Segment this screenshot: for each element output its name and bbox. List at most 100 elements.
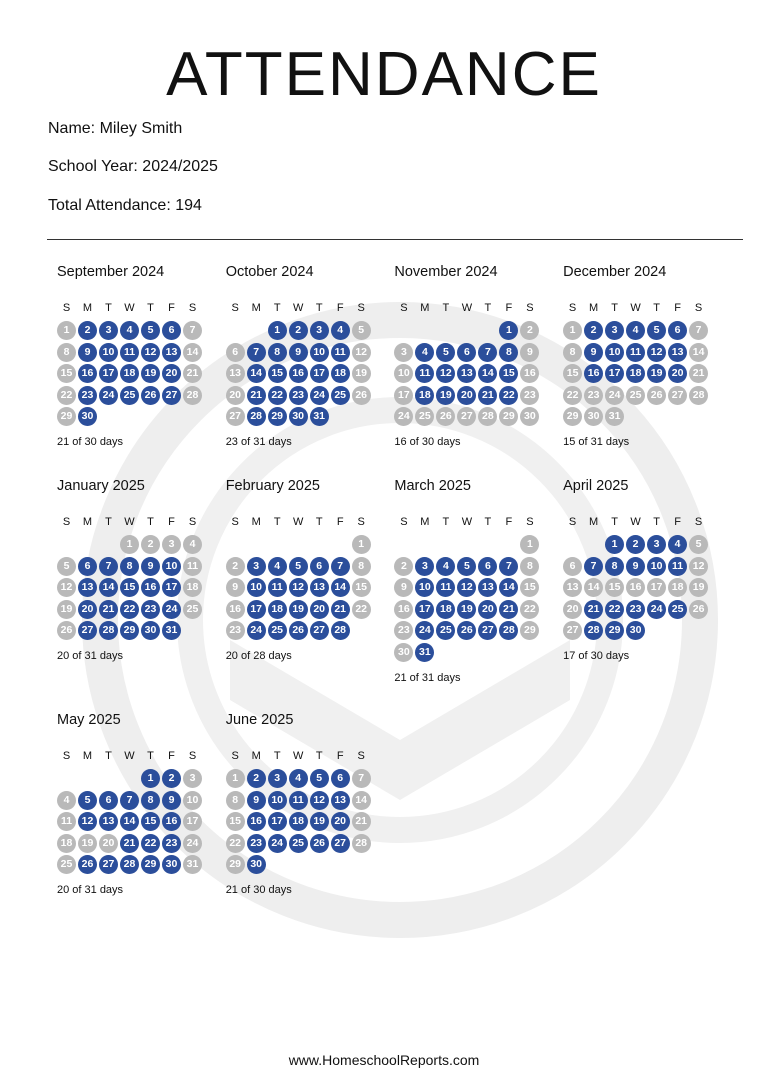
day: 3 <box>246 556 266 576</box>
day: 19 <box>288 599 308 619</box>
day: 14 <box>330 578 350 597</box>
weekday: S <box>568 302 577 314</box>
day: 4 <box>436 556 456 576</box>
day: 25 <box>267 621 287 640</box>
day: 25 <box>120 385 139 405</box>
day: 8 <box>499 342 519 362</box>
day: 13 <box>330 790 350 810</box>
day: 18 <box>415 385 435 405</box>
day: 21 <box>246 385 266 405</box>
day: 17 <box>309 364 329 383</box>
weekday: T <box>611 302 618 314</box>
day: 15 <box>520 578 540 597</box>
day: 10 <box>267 790 287 810</box>
day: 6 <box>309 556 329 576</box>
weekday: T <box>105 750 112 762</box>
day: 4 <box>415 342 435 362</box>
day: 16 <box>394 599 414 619</box>
day: 22 <box>225 833 245 853</box>
day: 8 <box>141 790 160 810</box>
day: 4 <box>626 321 646 340</box>
month-name: February 2025 <box>225 478 320 494</box>
day: 30 <box>626 621 646 640</box>
day: 29 <box>141 855 160 874</box>
day: 6 <box>330 769 350 788</box>
day: 29 <box>605 621 625 640</box>
day: 30 <box>584 407 604 426</box>
day: 16 <box>141 578 160 597</box>
day: 17 <box>162 578 181 597</box>
day: 13 <box>668 342 688 362</box>
weekday: T <box>442 516 450 528</box>
day: 23 <box>584 385 604 405</box>
day: 21 <box>689 364 709 383</box>
day: 31 <box>309 407 329 426</box>
day: 4 <box>288 769 308 788</box>
day: 8 <box>225 790 245 810</box>
weekday: S <box>62 302 71 314</box>
month-summary: 21 of 31 days <box>394 671 461 684</box>
day: 13 <box>78 578 97 597</box>
day: 23 <box>288 385 308 405</box>
day: 18 <box>120 364 139 383</box>
day: 26 <box>351 385 371 405</box>
day: 4 <box>267 556 287 576</box>
day: 3 <box>267 769 287 788</box>
day: 26 <box>309 833 329 853</box>
day: 2 <box>626 535 646 554</box>
weekday: F <box>168 750 175 762</box>
day: 4 <box>120 321 139 340</box>
day: 3 <box>309 321 329 340</box>
day: 9 <box>520 342 540 362</box>
day: 6 <box>225 342 245 362</box>
day: 5 <box>288 556 308 576</box>
day: 9 <box>626 556 646 576</box>
day: 14 <box>351 790 371 810</box>
day: 17 <box>415 599 435 619</box>
day: 5 <box>647 321 667 340</box>
day: 22 <box>520 599 540 619</box>
weekday: S <box>188 302 197 314</box>
day: 17 <box>246 599 266 619</box>
month-summary: 20 of 31 days <box>57 650 124 662</box>
day: 15 <box>351 578 371 597</box>
month-summary: 23 of 31 days <box>225 436 292 448</box>
day: 5 <box>57 556 76 576</box>
day: 28 <box>99 621 118 640</box>
month-summary: 17 of 30 days <box>563 650 630 662</box>
weekday: M <box>420 516 430 528</box>
day: 24 <box>183 833 202 853</box>
day: 11 <box>668 556 688 576</box>
day: 13 <box>478 578 498 597</box>
day: 28 <box>120 855 139 874</box>
day: 4 <box>183 535 202 554</box>
day: 10 <box>99 342 118 362</box>
day: 23 <box>162 833 181 853</box>
day: 1 <box>141 769 160 788</box>
day: 1 <box>120 535 139 554</box>
day: 11 <box>120 342 139 362</box>
day: 30 <box>288 407 308 426</box>
day: 13 <box>563 578 583 597</box>
day: 13 <box>457 364 477 383</box>
day: 24 <box>394 407 414 426</box>
weekday: S <box>694 302 703 314</box>
weekday: T <box>315 516 323 528</box>
day: 7 <box>183 321 202 340</box>
day: 1 <box>57 321 76 340</box>
weekday: M <box>251 750 261 762</box>
weekday: F <box>674 516 681 528</box>
weekday: S <box>357 516 365 528</box>
weekday: S <box>694 516 703 528</box>
day: 18 <box>267 599 287 619</box>
day: 10 <box>394 364 414 383</box>
day: 20 <box>309 599 329 619</box>
day: 21 <box>351 812 371 831</box>
day: 22 <box>141 833 160 853</box>
total-attendance: Total Attendance: 194 <box>48 197 202 214</box>
day: 19 <box>689 578 709 597</box>
weekday: W <box>630 302 641 314</box>
day: 8 <box>267 342 287 362</box>
day: 29 <box>225 855 245 874</box>
